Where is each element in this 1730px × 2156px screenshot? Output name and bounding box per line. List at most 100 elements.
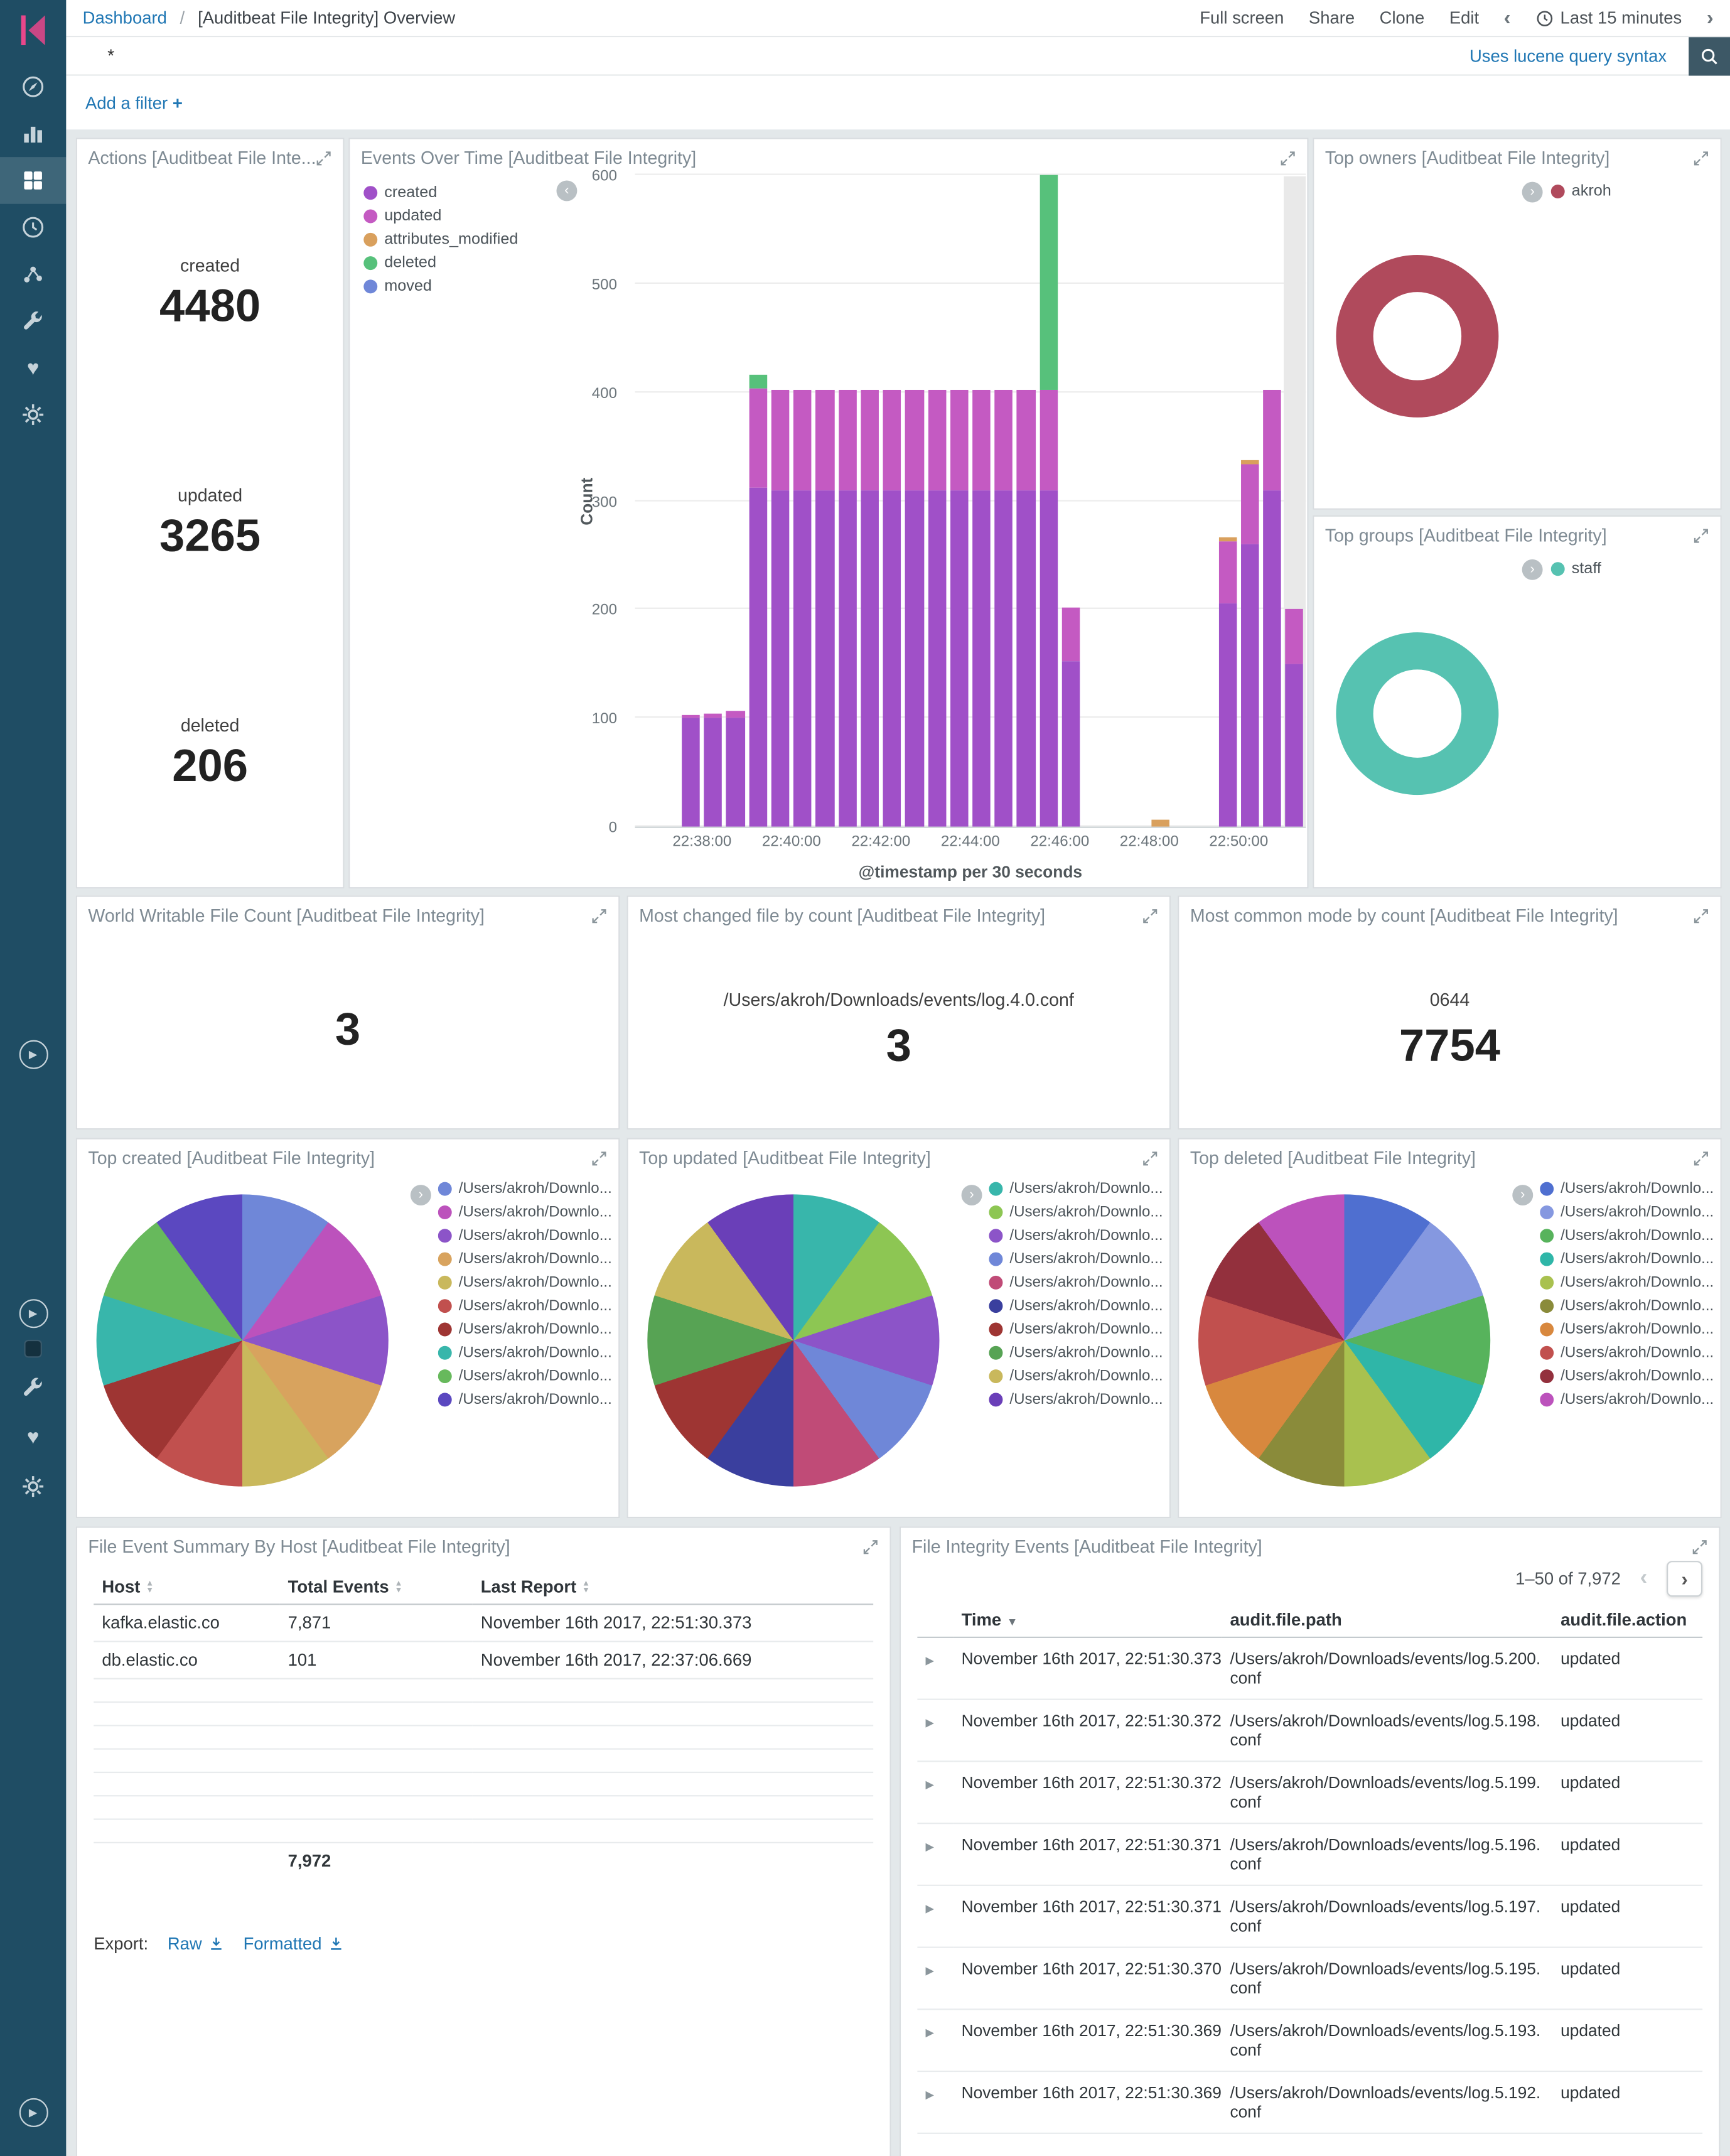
edit-button[interactable]: Edit <box>1449 8 1480 28</box>
legend-item[interactable]: /Users/akroh/Downlo... <box>438 1247 617 1270</box>
query-input[interactable] <box>66 37 1469 75</box>
top-deleted-pie-chart[interactable] <box>1198 1194 1491 1487</box>
legend-item[interactable]: /Users/akroh/Downlo... <box>989 1388 1168 1411</box>
legend-item[interactable]: updated <box>363 204 518 227</box>
legend-item[interactable]: /Users/akroh/Downlo... <box>438 1340 617 1364</box>
event-table-row[interactable]: ▶ November 16th 2017, 22:51:30.371/Users/… <box>917 1823 1703 1886</box>
previous-page-button[interactable]: ‹ <box>1640 1566 1648 1590</box>
event-table-row[interactable]: ▶ November 16th 2017, 22:51:30.369/Users/… <box>917 2071 1703 2134</box>
legend-toggle-icon[interactable]: › <box>1522 559 1543 580</box>
event-table-row[interactable]: ▶ November 16th 2017, 22:51:30.372/Users/… <box>917 1761 1703 1825</box>
legend-item[interactable]: /Users/akroh/Downlo... <box>989 1317 1168 1340</box>
next-page-button[interactable]: › <box>1667 1561 1703 1597</box>
row-expand-icon[interactable]: ▶ <box>917 1823 954 1886</box>
legend-toggle-icon[interactable]: › <box>1512 1185 1534 1205</box>
row-expand-icon[interactable]: ▶ <box>917 2009 954 2072</box>
row-expand-icon[interactable]: ▶ <box>917 1885 954 1948</box>
expand-panel-icon[interactable] <box>1693 907 1709 924</box>
expand-panel-icon[interactable] <box>1693 149 1709 166</box>
column-header-file-path[interactable]: audit.file.path <box>1222 1604 1552 1638</box>
sidebar-item-monitoring-2[interactable]: ♥ <box>0 1413 66 1460</box>
column-header-time[interactable]: Time ▼ <box>953 1604 1222 1638</box>
legend-item[interactable]: akroh <box>1550 179 1611 202</box>
time-step-forward-button[interactable]: › <box>1706 6 1714 30</box>
expand-panel-icon[interactable] <box>591 1150 607 1166</box>
row-expand-icon[interactable]: ▶ <box>917 1699 954 1762</box>
legend-item[interactable]: /Users/akroh/Downlo... <box>989 1270 1168 1293</box>
legend-item[interactable]: /Users/akroh/Downlo... <box>1540 1224 1719 1247</box>
sidebar-item-machine-learning[interactable] <box>0 251 66 298</box>
expand-panel-icon[interactable] <box>315 149 331 166</box>
event-table-row[interactable]: ▶ November 16th 2017, 22:51:30.369/Users/… <box>917 2009 1703 2072</box>
legend-item[interactable]: /Users/akroh/Downlo... <box>1540 1270 1719 1293</box>
legend-toggle-icon[interactable]: › <box>961 1185 982 1205</box>
lucene-syntax-link[interactable]: Uses lucene query syntax <box>1469 46 1667 66</box>
legend-toggle-icon[interactable]: ‹ <box>556 180 578 202</box>
row-expand-icon[interactable]: ▶ <box>917 2071 954 2134</box>
export-raw-link[interactable]: Raw <box>168 1934 224 1953</box>
legend-item[interactable]: staff <box>1550 556 1601 579</box>
legend-item[interactable]: /Users/akroh/Downlo... <box>1540 1200 1719 1223</box>
legend-item[interactable]: /Users/akroh/Downlo... <box>1540 1293 1719 1317</box>
legend-item[interactable]: /Users/akroh/Downlo... <box>989 1224 1168 1247</box>
event-table-row[interactable]: ▶ November 16th 2017, 22:51:30.372/Users/… <box>917 1699 1703 1762</box>
add-filter-link[interactable]: Add a filter + <box>85 93 183 112</box>
expand-panel-icon[interactable] <box>591 907 607 924</box>
legend-item[interactable]: attributes_modified <box>363 227 518 251</box>
sidebar-item-visualize[interactable] <box>0 110 66 158</box>
event-table-row[interactable]: ▶ November 16th 2017, 22:51:30.371/Users/… <box>917 1885 1703 1948</box>
time-picker[interactable]: Last 15 minutes <box>1535 8 1682 28</box>
clone-button[interactable]: Clone <box>1379 8 1425 28</box>
top-owners-donut-chart[interactable] <box>1336 254 1499 418</box>
collapse-sidebar-button-3[interactable]: ▶ <box>0 2089 66 2136</box>
kibana-logo[interactable] <box>0 0 66 61</box>
sidebar-item-dev-tools[interactable] <box>0 298 66 345</box>
row-expand-icon[interactable]: ▶ <box>917 1761 954 1825</box>
full-screen-button[interactable]: Full screen <box>1200 8 1284 28</box>
search-button[interactable] <box>1689 36 1730 75</box>
top-created-pie-chart[interactable] <box>96 1194 389 1487</box>
share-button[interactable]: Share <box>1308 8 1355 28</box>
legend-item[interactable]: /Users/akroh/Downlo... <box>989 1364 1168 1387</box>
top-groups-donut-chart[interactable] <box>1336 632 1499 795</box>
row-expand-icon[interactable]: ▶ <box>917 1637 954 1700</box>
top-updated-pie-chart[interactable] <box>647 1194 940 1487</box>
collapse-sidebar-button-2[interactable]: ▶ <box>0 1290 66 1337</box>
legend-item[interactable]: /Users/akroh/Downlo... <box>438 1270 617 1293</box>
expand-panel-icon[interactable] <box>1693 527 1709 543</box>
event-table-row[interactable]: ▶ November 16th 2017, 22:51:30.370/Users/… <box>917 1947 1703 2010</box>
legend-item[interactable]: /Users/akroh/Downlo... <box>438 1388 617 1411</box>
legend-item[interactable]: /Users/akroh/Downlo... <box>438 1364 617 1387</box>
collapse-sidebar-button[interactable]: ▶ <box>0 1030 66 1077</box>
column-header-file-action[interactable]: audit.file.action <box>1552 1604 1703 1638</box>
sidebar-item-dev-tools-2[interactable] <box>0 1364 66 1411</box>
expand-panel-icon[interactable] <box>862 1538 879 1555</box>
expand-panel-icon[interactable] <box>1279 149 1296 166</box>
sidebar-item-management-2[interactable] <box>0 1463 66 1510</box>
sidebar-item-monitoring[interactable]: ♥ <box>0 345 66 392</box>
event-table-row[interactable]: ▶ November 16th 2017, 22:51:30.373/Users/… <box>917 1637 1703 1700</box>
legend-item[interactable]: /Users/akroh/Downlo... <box>438 1200 617 1223</box>
column-header-last-report[interactable]: Last Report ▲ ▼ <box>472 1570 874 1605</box>
column-header-total-events[interactable]: Total Events ▲ ▼ <box>279 1570 473 1605</box>
legend-item[interactable]: /Users/akroh/Downlo... <box>1540 1340 1719 1364</box>
legend-item[interactable]: /Users/akroh/Downlo... <box>989 1293 1168 1317</box>
legend-item[interactable]: moved <box>363 274 518 298</box>
legend-item[interactable]: /Users/akroh/Downlo... <box>438 1293 617 1317</box>
legend-item[interactable]: /Users/akroh/Downlo... <box>438 1177 617 1200</box>
legend-item[interactable]: /Users/akroh/Downlo... <box>1540 1364 1719 1387</box>
legend-item[interactable]: /Users/akroh/Downlo... <box>438 1224 617 1247</box>
legend-item[interactable]: deleted <box>363 251 518 274</box>
legend-item[interactable]: /Users/akroh/Downlo... <box>438 1317 617 1340</box>
column-header-host[interactable]: Host ▲ ▼ <box>94 1570 280 1605</box>
expand-panel-icon[interactable] <box>1142 1150 1158 1166</box>
legend-toggle-icon[interactable]: › <box>1522 181 1543 203</box>
row-expand-icon[interactable]: ▶ <box>917 1947 954 2010</box>
expand-panel-icon[interactable] <box>1692 1538 1708 1555</box>
legend-item[interactable]: /Users/akroh/Downlo... <box>1540 1247 1719 1270</box>
time-step-back-button[interactable]: ‹ <box>1503 6 1511 30</box>
legend-item[interactable]: /Users/akroh/Downlo... <box>1540 1388 1719 1411</box>
legend-item[interactable]: /Users/akroh/Downlo... <box>989 1340 1168 1364</box>
legend-item[interactable]: /Users/akroh/Downlo... <box>989 1177 1168 1200</box>
legend-toggle-icon[interactable]: › <box>410 1185 431 1205</box>
